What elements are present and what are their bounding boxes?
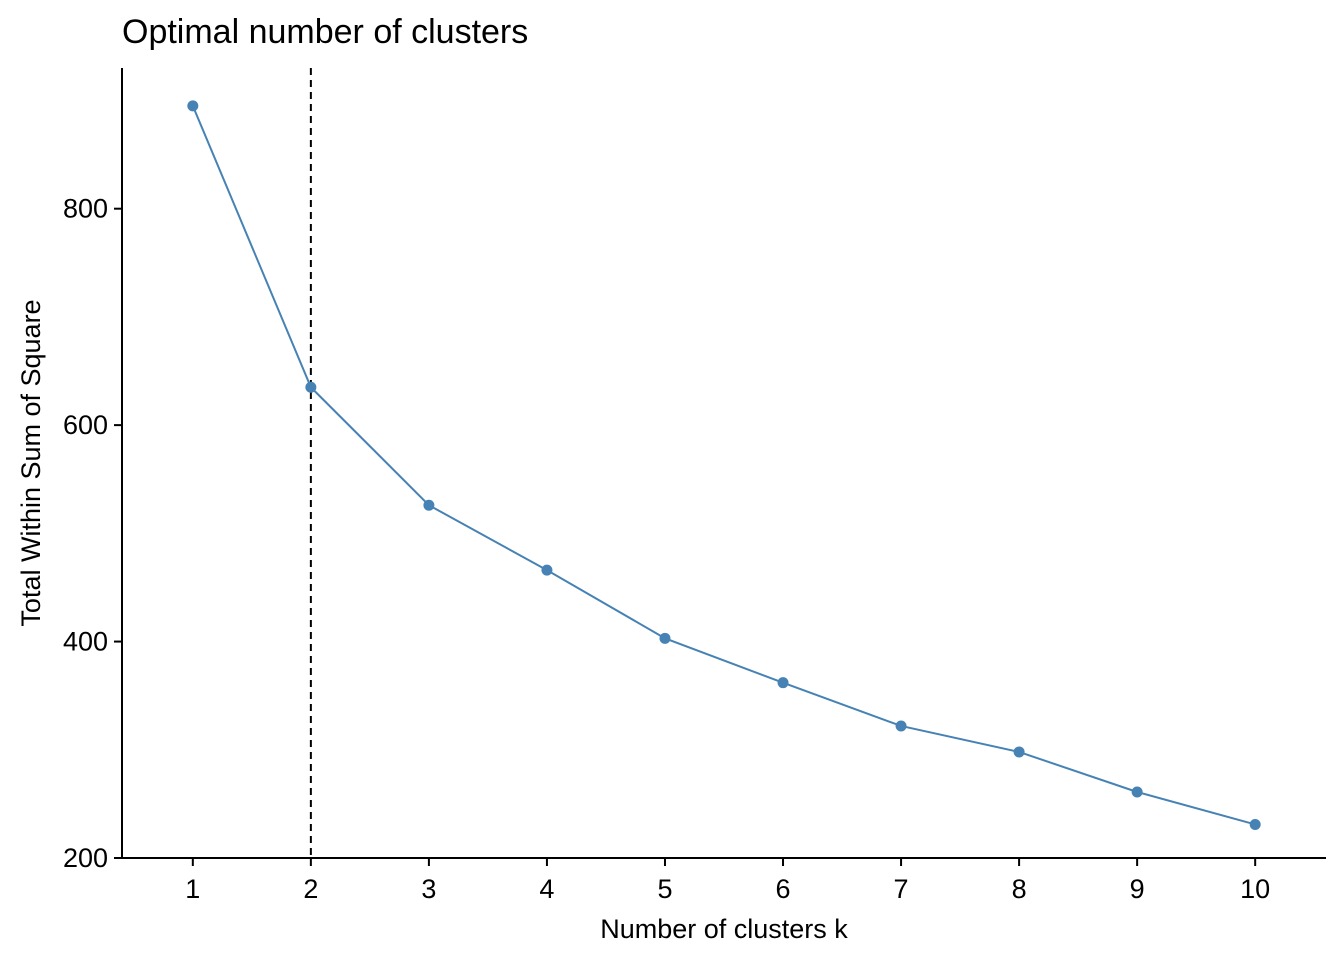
- data-point: [895, 720, 907, 732]
- x-tick-label: 4: [539, 874, 554, 904]
- y-tick-label: 800: [63, 194, 108, 224]
- series-line: [191, 105, 1256, 826]
- x-tick-label: 7: [894, 874, 909, 904]
- x-tick-label: 5: [657, 874, 672, 904]
- data-point: [659, 632, 671, 644]
- x-tick-label: 2: [303, 874, 318, 904]
- data-point: [1249, 818, 1261, 830]
- data-point: [187, 100, 199, 112]
- y-tick-label: 400: [63, 627, 108, 657]
- x-tick-label: 9: [1130, 874, 1145, 904]
- data-point: [541, 564, 553, 576]
- axes: [121, 68, 1326, 859]
- y-tick-label: 200: [63, 843, 108, 873]
- chart-title: Optimal number of clusters: [122, 13, 528, 51]
- data-point: [777, 677, 789, 689]
- plot-area: [187, 68, 1261, 858]
- x-tick-label: 3: [421, 874, 436, 904]
- y-tick-label: 600: [63, 410, 108, 440]
- ticks: 1 2 3 4 5 6 7 8 9 10 200 400 600 800: [63, 194, 1270, 904]
- data-point: [423, 499, 435, 511]
- x-tick-label: 8: [1012, 874, 1027, 904]
- x-axis-label: Number of clusters k: [600, 914, 848, 944]
- x-tick-label: 1: [185, 874, 200, 904]
- x-tick-label: 6: [776, 874, 791, 904]
- y-axis-label: Total Within Sum of Square: [16, 299, 46, 626]
- x-tick-label: 10: [1240, 874, 1270, 904]
- data-point: [1131, 786, 1143, 798]
- data-point: [305, 381, 317, 393]
- data-point: [1013, 746, 1025, 758]
